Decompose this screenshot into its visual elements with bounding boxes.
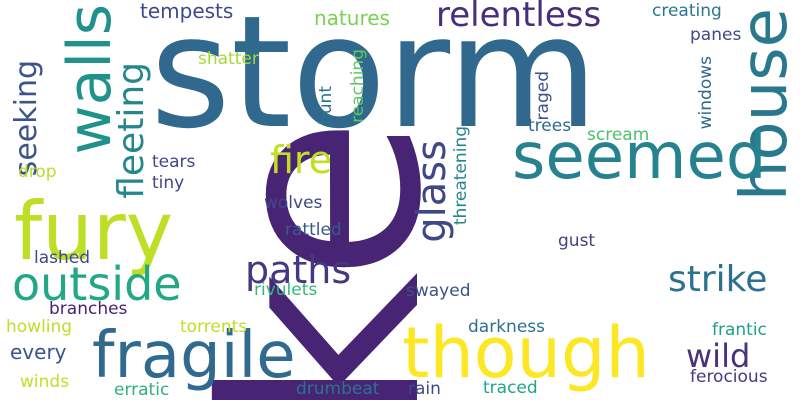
word-erratic: erratic	[114, 380, 170, 400]
word-howling: howling	[6, 317, 73, 337]
word-wolves: wolves	[264, 193, 323, 213]
word-frantic: frantic	[712, 320, 767, 340]
word-though: though	[402, 312, 650, 394]
word-every: every	[10, 340, 67, 364]
word-glass: glass	[409, 140, 455, 243]
word-wild: wild	[686, 337, 751, 375]
word-tempests: tempests	[140, 0, 234, 23]
word-rivulets: rivulets	[254, 280, 318, 300]
word-fire: fire	[270, 138, 333, 182]
word-tiny: tiny	[152, 173, 185, 193]
word-storm: storm	[150, 0, 599, 163]
word-traced: traced	[483, 378, 538, 398]
word-seeking: seeking	[9, 60, 44, 177]
word-windows: windows	[696, 56, 716, 130]
word-darkness: darkness	[468, 317, 545, 337]
word-drop: drop	[18, 162, 57, 182]
word-branches: branches	[49, 299, 128, 319]
word-fury: fury	[14, 185, 174, 278]
word-threatening: threatening	[451, 126, 471, 226]
word-trees: trees	[528, 116, 572, 136]
word-natures: natures	[314, 6, 390, 30]
word-shatter: shatter	[198, 49, 259, 69]
word-rattled: rattled	[285, 220, 342, 240]
word-raged: raged	[533, 71, 553, 121]
word-hunt: hunt	[316, 86, 336, 125]
word-ferocious: ferocious	[690, 367, 768, 387]
word-rain: rain	[408, 379, 441, 399]
word-drumbeat: drumbeat	[296, 379, 380, 399]
word-paths: paths	[245, 248, 352, 292]
word-panes: panes	[690, 25, 742, 45]
word-strike: strike	[668, 259, 768, 300]
word-tears: tears	[152, 152, 196, 172]
word-reaching: reaching	[348, 49, 368, 123]
word-gust: gust	[558, 231, 596, 251]
word-fragile: fragile	[92, 319, 296, 393]
word-outside: outside	[12, 257, 182, 311]
word-creating: creating	[652, 1, 722, 21]
word-swayed: swayed	[406, 281, 471, 301]
word-scream: scream	[587, 125, 650, 145]
word-relentless: relentless	[436, 0, 602, 35]
word-lashed: lashed	[34, 248, 91, 268]
word-winds: winds	[20, 372, 70, 392]
word-fleeting: fleeting	[111, 62, 152, 199]
word-torrents: torrents	[180, 317, 248, 337]
word-seemed: seemed	[512, 120, 767, 194]
